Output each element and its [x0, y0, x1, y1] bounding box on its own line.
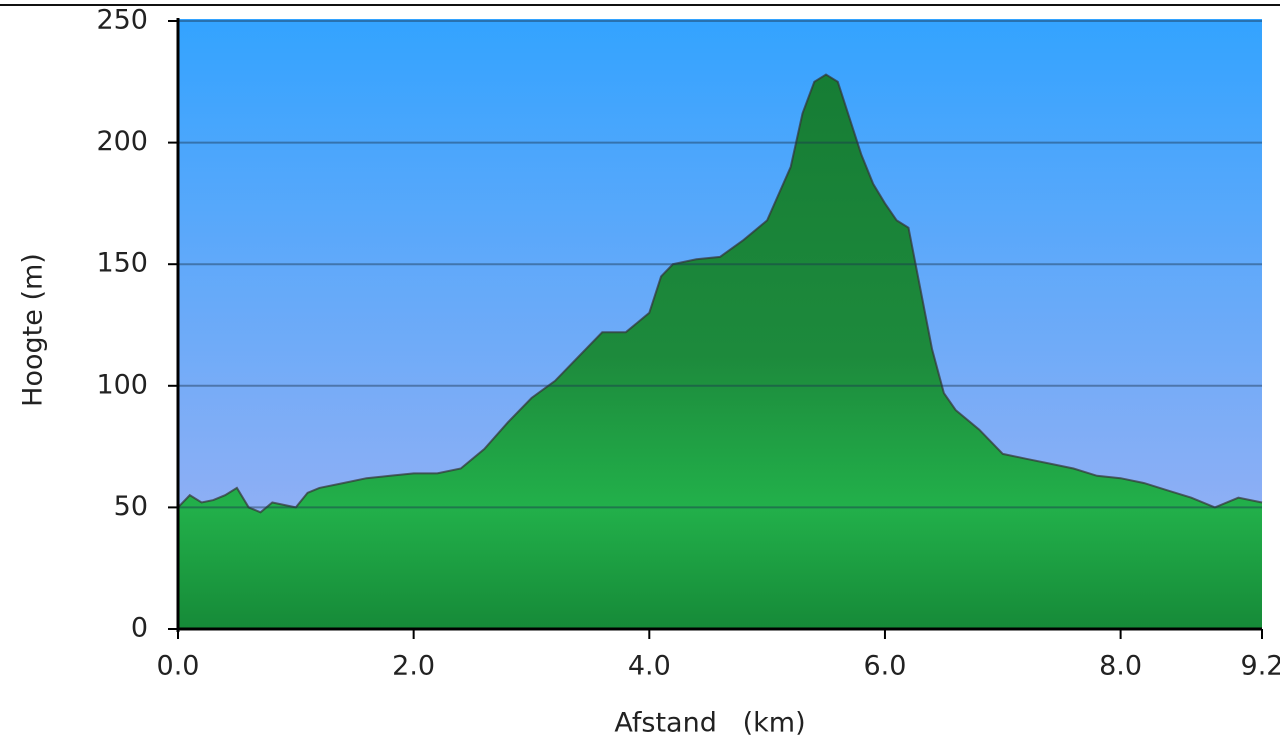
y-tick-label: 50 — [114, 491, 148, 522]
x-tick-label: 6.0 — [863, 651, 906, 682]
elevation-area — [178, 74, 1262, 629]
x-tick-label: 4.0 — [628, 651, 671, 682]
x-tick-label: 8.0 — [1099, 651, 1142, 682]
x-tick-label: 2.0 — [392, 651, 435, 682]
y-tick-label: 0 — [131, 613, 148, 644]
y-tick-label: 150 — [96, 248, 148, 279]
y-tick-label: 100 — [96, 369, 148, 400]
x-tick-label: 0.0 — [157, 651, 200, 682]
elevation-line — [177, 73, 1263, 514]
x-tick-label: 9.2 — [1241, 651, 1280, 682]
y-axis-label: Hoogte (m) — [18, 253, 49, 407]
x-axis-label: Afstand (km) — [614, 708, 805, 739]
y-tick-label: 250 — [96, 5, 148, 36]
y-tick-label: 200 — [96, 126, 148, 157]
